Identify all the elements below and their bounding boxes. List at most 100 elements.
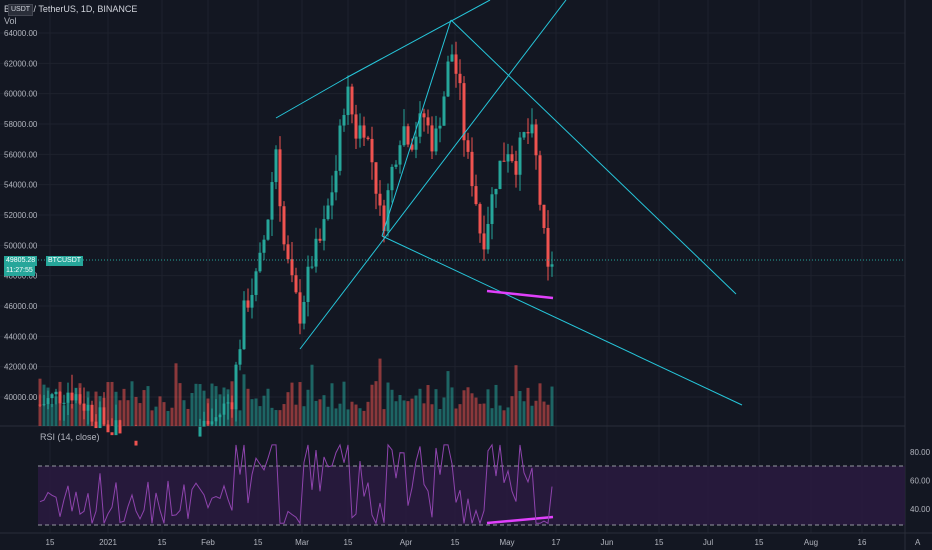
candle-body[interactable]: [522, 132, 526, 138]
candle-body[interactable]: [526, 132, 530, 134]
candle-body[interactable]: [110, 432, 114, 436]
candle-body[interactable]: [550, 264, 554, 267]
candle-body[interactable]: [470, 151, 474, 187]
candle-body[interactable]: [114, 420, 118, 436]
candle-body[interactable]: [58, 391, 62, 404]
trendline-peak-to-low[interactable]: [381, 19, 452, 237]
candle-body[interactable]: [290, 259, 294, 276]
candle-body[interactable]: [394, 164, 398, 167]
candle-body[interactable]: [214, 417, 218, 422]
candle-body[interactable]: [362, 125, 366, 138]
candle-body[interactable]: [482, 233, 486, 250]
candle-body[interactable]: [478, 204, 482, 234]
candle-body[interactable]: [530, 124, 534, 134]
candle-body[interactable]: [226, 402, 230, 404]
candle-body[interactable]: [54, 391, 58, 395]
candle-body[interactable]: [534, 124, 538, 156]
candle-body[interactable]: [86, 404, 90, 411]
candle-body[interactable]: [274, 149, 278, 183]
candle-body[interactable]: [66, 392, 70, 403]
candle-body[interactable]: [314, 238, 318, 267]
candle-body[interactable]: [98, 407, 102, 429]
candle-body[interactable]: [78, 394, 82, 404]
candle-body[interactable]: [270, 182, 274, 220]
candle-body[interactable]: [118, 420, 122, 434]
candle-body[interactable]: [302, 302, 306, 324]
candle-body[interactable]: [134, 440, 138, 446]
candle-body[interactable]: [350, 86, 354, 115]
candle-body[interactable]: [426, 117, 430, 126]
candle-body[interactable]: [410, 144, 414, 150]
candle-body[interactable]: [398, 145, 402, 165]
candle-body[interactable]: [466, 140, 470, 152]
candle-body[interactable]: [258, 252, 262, 272]
candle-body[interactable]: [298, 292, 302, 324]
candle-body[interactable]: [378, 193, 382, 206]
candle-body[interactable]: [218, 414, 222, 418]
candle-body[interactable]: [238, 349, 242, 365]
candle-body[interactable]: [210, 421, 214, 425]
candle-body[interactable]: [338, 125, 342, 171]
candle-body[interactable]: [462, 83, 466, 141]
trendline-descending-support[interactable]: [381, 235, 743, 406]
candle-body[interactable]: [386, 190, 390, 232]
trendline-descending-resistance[interactable]: [450, 19, 737, 295]
candle-body[interactable]: [310, 266, 314, 268]
candle-body[interactable]: [74, 394, 78, 401]
candle-body[interactable]: [366, 137, 370, 139]
candle-body[interactable]: [542, 204, 546, 228]
candle-body[interactable]: [418, 113, 422, 137]
candle-body[interactable]: [506, 154, 510, 162]
candle-body[interactable]: [102, 407, 106, 425]
candle-body[interactable]: [82, 403, 86, 411]
candle-body[interactable]: [430, 125, 434, 152]
candle-body[interactable]: [494, 188, 498, 195]
candle-body[interactable]: [330, 192, 334, 206]
candle-body[interactable]: [354, 114, 358, 139]
candle-body[interactable]: [286, 244, 290, 260]
candle-body[interactable]: [322, 219, 326, 241]
candle-body[interactable]: [442, 96, 446, 126]
candle-body[interactable]: [318, 238, 322, 241]
candle-body[interactable]: [326, 205, 330, 220]
trendline-upper-channel[interactable]: [275, 77, 347, 119]
candle-body[interactable]: [334, 170, 338, 193]
candle-body[interactable]: [294, 275, 298, 293]
candle-body[interactable]: [438, 125, 442, 129]
currency-badge[interactable]: USDT: [8, 4, 34, 16]
candle-body[interactable]: [262, 239, 266, 253]
candle-body[interactable]: [230, 402, 234, 410]
candle-body[interactable]: [390, 166, 394, 191]
candle-body[interactable]: [94, 421, 98, 429]
candle-body[interactable]: [254, 271, 258, 295]
candle-body[interactable]: [342, 115, 346, 126]
candle-body[interactable]: [358, 125, 362, 139]
candle-body[interactable]: [422, 113, 426, 118]
candle-body[interactable]: [90, 404, 94, 422]
candle-body[interactable]: [498, 160, 502, 189]
candle-body[interactable]: [514, 161, 518, 175]
candle-body[interactable]: [234, 364, 238, 410]
candle-body[interactable]: [406, 126, 410, 145]
auto-scale-button[interactable]: A: [915, 538, 921, 547]
candle-body[interactable]: [502, 160, 506, 162]
candle-body[interactable]: [46, 398, 50, 405]
candle-body[interactable]: [206, 420, 210, 425]
candle-body[interactable]: [458, 73, 462, 84]
trendlines[interactable]: [275, 0, 743, 406]
candle-body[interactable]: [62, 402, 66, 404]
candle-body[interactable]: [490, 194, 494, 224]
candle-body[interactable]: [414, 136, 418, 150]
candle-body[interactable]: [546, 227, 550, 267]
candle-body[interactable]: [242, 300, 246, 350]
candle-body[interactable]: [38, 404, 42, 406]
candle-body[interactable]: [446, 61, 450, 97]
candle-body[interactable]: [50, 394, 54, 399]
trendline-rising-support[interactable]: [299, 0, 567, 350]
candle-body[interactable]: [202, 420, 206, 427]
candle-body[interactable]: [70, 392, 74, 401]
candle-body[interactable]: [486, 223, 490, 250]
candle-body[interactable]: [474, 186, 478, 205]
candle-body[interactable]: [222, 403, 226, 415]
